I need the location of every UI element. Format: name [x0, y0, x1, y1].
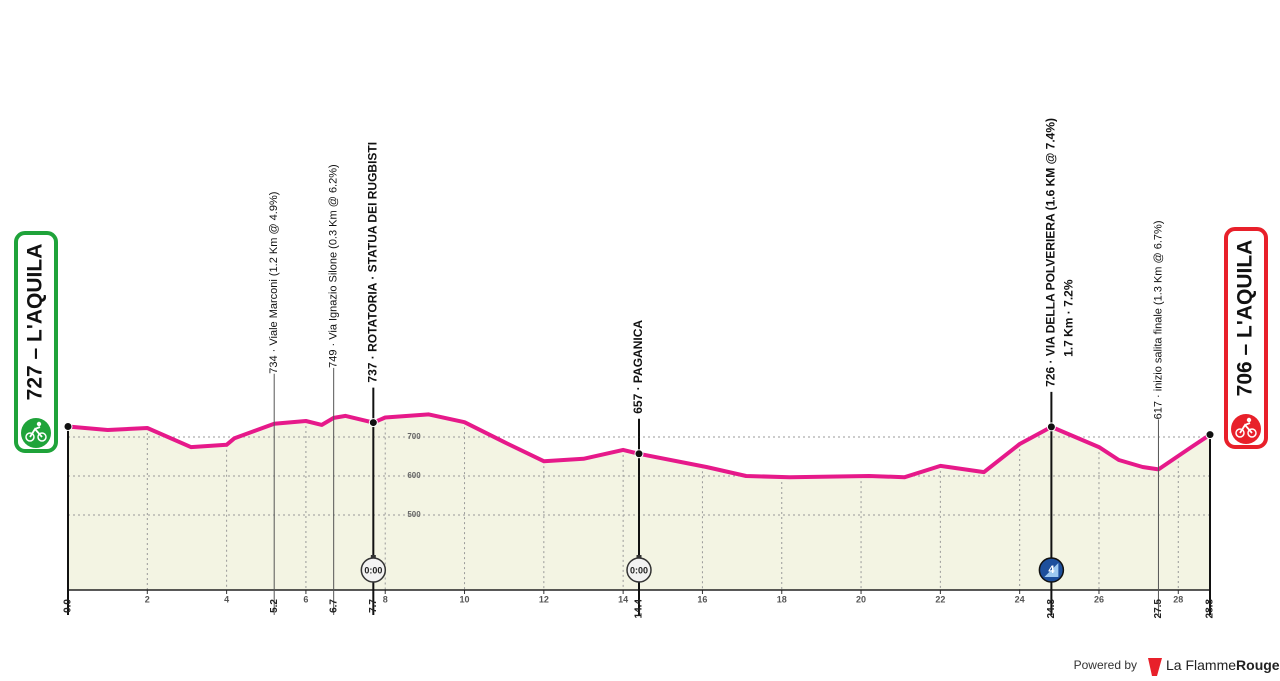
logo-mark: [1148, 658, 1162, 676]
finish-sign: [1224, 227, 1268, 449]
finish-label: 706 – L'AQUILA: [1234, 240, 1257, 397]
timer-label: 0:00: [630, 565, 648, 575]
finish-icon-wheel: [1247, 428, 1257, 438]
km-label: 5.2: [269, 599, 280, 613]
waypoint-dot: [1205, 430, 1215, 440]
x-tick-label: 20: [856, 594, 866, 604]
waypoint-label: 734 · Viale Marconi (1.2 Km @ 4.9%): [268, 192, 280, 374]
start-sign: [14, 231, 58, 453]
waypoint-label: 737 · ROTATORIA · STATUA DEI RUGBISTI: [365, 142, 379, 383]
waypoint-dot: [368, 418, 378, 428]
x-tick-label: 14: [618, 594, 628, 604]
climb-icon-shape: [1044, 563, 1059, 577]
km-label: 6.7: [328, 599, 339, 613]
x-tick-label: 22: [935, 594, 945, 604]
x-tick-label: 4: [224, 594, 229, 604]
x-tick-label: 2: [145, 594, 150, 604]
km-label: 14.4: [634, 599, 645, 619]
waypoint-label: 617 · inizio salita finale (1.3 Km @ 6.7…: [1152, 220, 1164, 419]
finish-icon-rider: [1239, 422, 1253, 434]
waypoint-dot: [63, 421, 73, 431]
x-tick-label: 16: [697, 594, 707, 604]
profile-line: [67, 412, 1212, 480]
finish-icon: [1231, 414, 1261, 444]
x-tick-label: 12: [539, 594, 549, 604]
timer-label: 0:00: [364, 565, 382, 575]
logo-text-1: La Flamme: [1166, 657, 1236, 673]
waypoint-label: 749 · Via Ignazio Silone (0.3 Km @ 6.2%): [328, 164, 340, 368]
km-label: 24.8: [1046, 599, 1057, 619]
x-tick-label: 8: [383, 594, 388, 604]
waypoint-dot: [1046, 422, 1056, 432]
waypoint-label: 726 · VIA DELLA POLVERIERA (1.6 KM @ 7.4…: [1044, 118, 1058, 387]
start-icon-head: [36, 421, 42, 427]
x-tick-label: 6: [303, 594, 308, 604]
x-tick-label: 28: [1173, 594, 1183, 604]
x-tick-label: 10: [460, 594, 470, 604]
powered-by: Powered by: [1074, 658, 1137, 672]
start-icon-wheel: [25, 432, 35, 442]
y-tick-label: 500: [407, 510, 421, 519]
logo-text: La FlammeRouge: [1166, 657, 1280, 673]
km-label: 0.0: [63, 599, 74, 613]
finish-icon-head: [1246, 417, 1252, 423]
y-tick-label: 700: [407, 432, 421, 441]
timer-knob: [636, 555, 642, 558]
start-icon-wheel: [37, 432, 47, 442]
x-tick-label: 26: [1094, 594, 1104, 604]
km-label: 7.7: [368, 599, 379, 613]
start-label: 727 – L'AQUILA: [24, 244, 47, 401]
footer: Powered by La FlammeRouge: [1074, 657, 1280, 676]
start-icon: [21, 418, 51, 448]
y-tick-label: 600: [407, 471, 421, 480]
waypoint-dot: [634, 449, 644, 459]
finish-icon-wheel: [1235, 428, 1245, 438]
x-tick-label: 24: [1015, 594, 1025, 604]
km-label: 27.5: [1153, 599, 1164, 619]
timer-knob: [370, 555, 376, 558]
climb-category: 4: [1048, 564, 1055, 576]
waypoint-label: 657 · PAGANICA: [631, 320, 645, 414]
km-label: 28.8: [1205, 599, 1216, 619]
x-tick-label: 18: [777, 594, 787, 604]
waypoint-sublabel: 1.7 Km · 7.2%: [1062, 279, 1076, 357]
logo-text-2: Rouge: [1236, 657, 1280, 673]
start-icon-rider: [29, 426, 43, 438]
